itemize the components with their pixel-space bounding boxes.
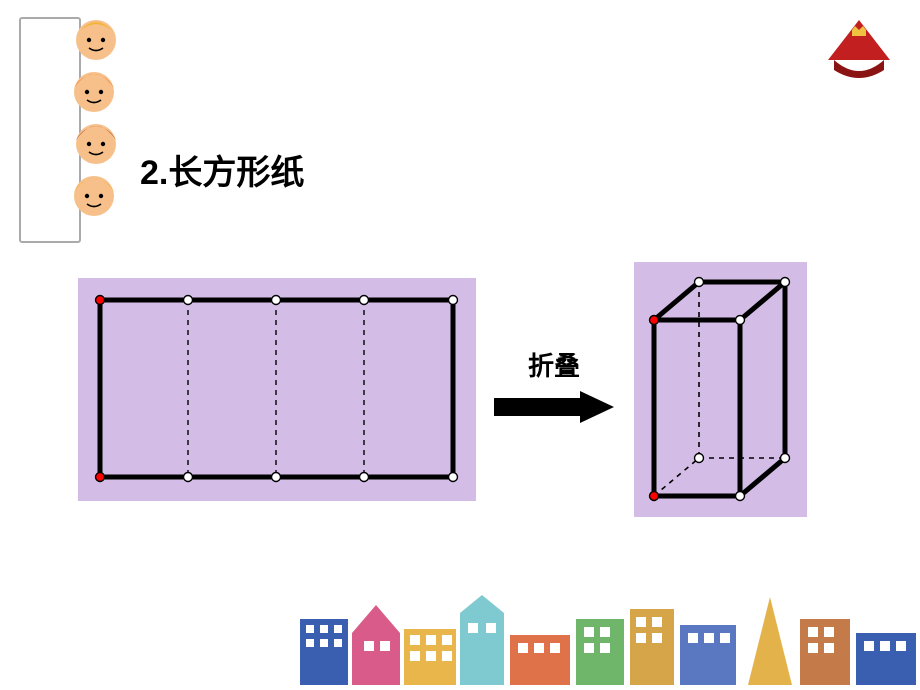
building-icon [680,625,736,685]
building-icon [460,595,504,685]
building-icon [800,619,850,685]
building-icon [630,609,674,685]
badge-icon [824,16,894,89]
building-icon [352,605,400,685]
building-icon [510,635,570,685]
arrow-icon [494,389,614,425]
section-title: 2.长方形纸 [140,145,304,194]
page-outline [20,18,80,242]
kid-icon [74,72,114,112]
fold-arrow: 折叠 [490,346,618,430]
building-icon [856,633,916,685]
tower-icon [748,597,792,685]
arrow-label: 折叠 [490,346,618,383]
flat-paper-diagram [78,278,476,501]
skyline-decoration [300,589,920,690]
kid-icon [74,176,114,216]
kid-icon [76,20,116,60]
cuboid-diagram [634,262,807,517]
kids-decoration [10,10,130,255]
kid-icon [76,124,116,164]
building-icon [300,619,348,685]
building-icon [576,619,624,685]
building-icon [404,629,456,685]
